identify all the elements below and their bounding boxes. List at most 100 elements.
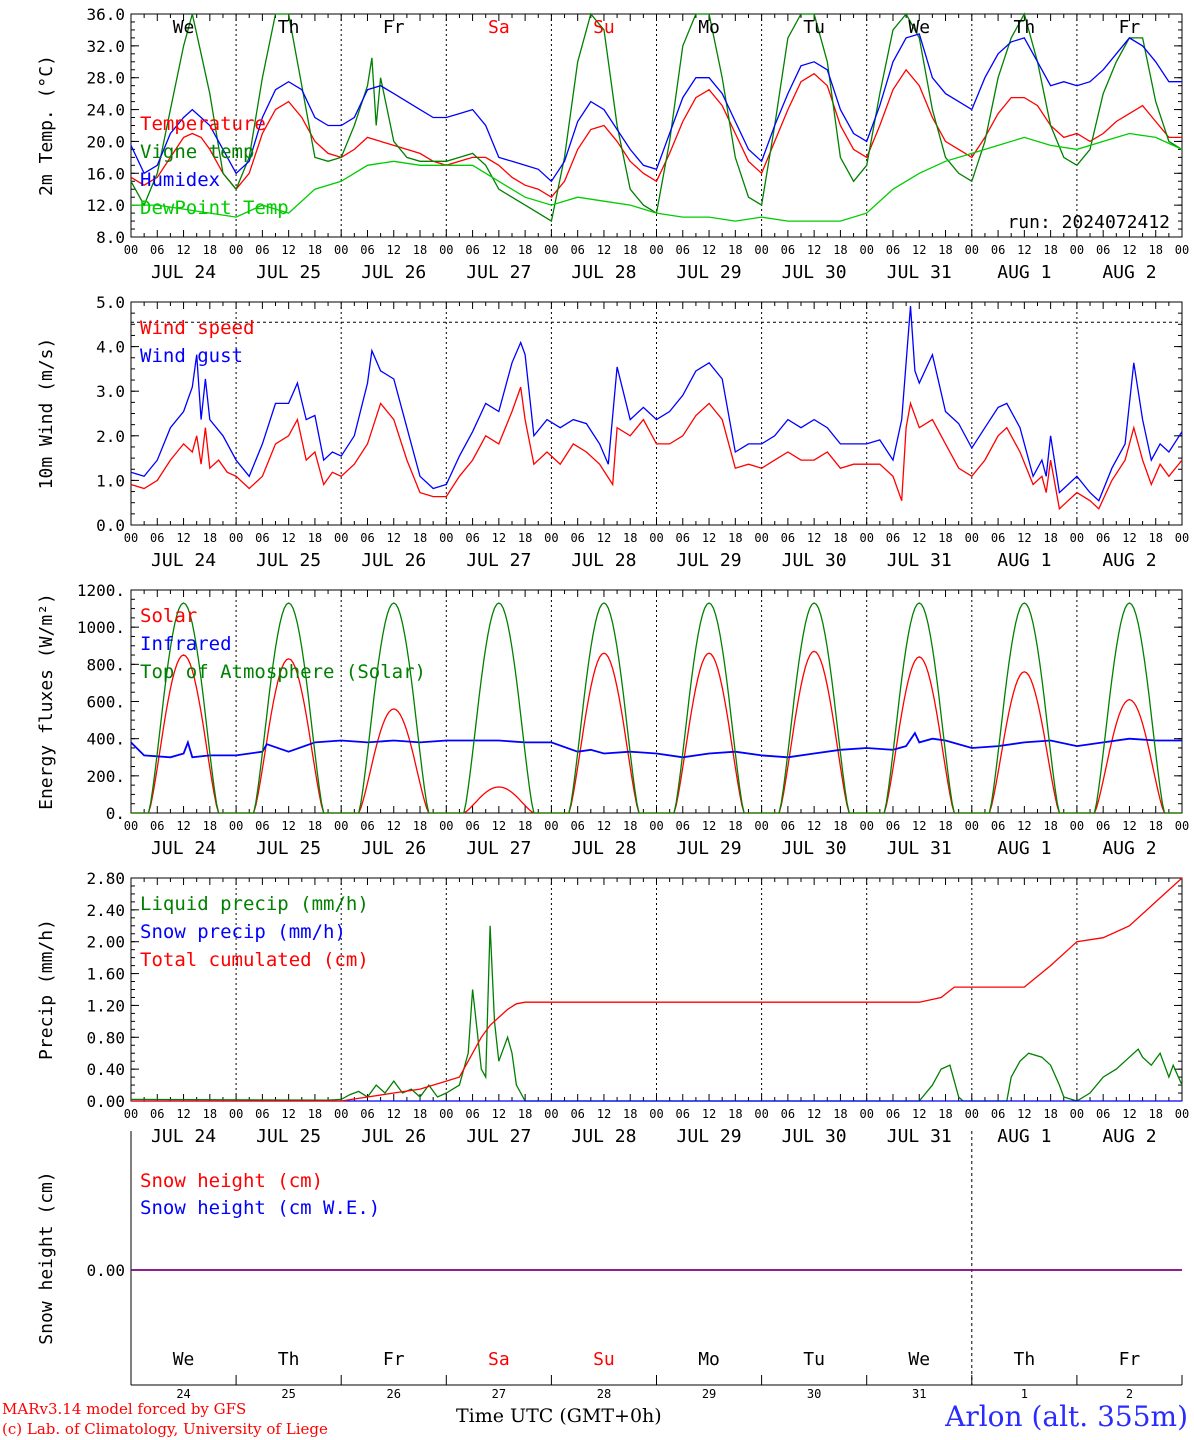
x-tick-label: 06 <box>886 1107 900 1121</box>
date-label: JUL 28 <box>571 550 636 571</box>
panel-4: 0.00 0.40 0.80 1.20 1.60 2.00 2.40 2.80 Precip (… <box>36 869 1189 1147</box>
y-tick-label: 1200. <box>77 581 125 600</box>
date-label: JUL 28 <box>571 262 636 283</box>
x-tick-label: 00 <box>649 1107 663 1121</box>
x-tick-label: 00 <box>965 1107 979 1121</box>
x-tick-label: 18 <box>308 531 322 545</box>
date-label: JUL 25 <box>256 262 321 283</box>
y-axis-label: Energy fluxes (W/m²) <box>36 593 57 810</box>
date-label: JUL 26 <box>361 838 426 859</box>
x-tick-label: 06 <box>991 531 1005 545</box>
x-tick-label: 00 <box>544 531 558 545</box>
x-tick-label: 18 <box>203 819 217 833</box>
day-number-label: 29 <box>702 1387 716 1401</box>
x-tick-label: 00 <box>439 819 453 833</box>
x-tick-label: 12 <box>281 1107 295 1121</box>
weekday-label: Th <box>1014 1349 1036 1370</box>
x-tick-label: 18 <box>413 1107 427 1121</box>
date-label: AUG 1 <box>997 838 1051 859</box>
x-tick-label: 18 <box>938 531 952 545</box>
x-tick-label: 18 <box>413 243 427 257</box>
date-label: AUG 2 <box>1102 550 1156 571</box>
x-tick-label: 12 <box>1122 1107 1136 1121</box>
x-tick-label: 06 <box>150 1107 164 1121</box>
x-tick-label: 06 <box>676 1107 690 1121</box>
x-tick-label: 18 <box>938 243 952 257</box>
x-tick-label: 12 <box>597 1107 611 1121</box>
humidex-line <box>130 33 1182 183</box>
day-number-label: 2 <box>1126 1387 1133 1401</box>
x-tick-label: 06 <box>676 243 690 257</box>
y-tick-label: 400. <box>86 730 125 749</box>
x-tick-label: 00 <box>859 243 873 257</box>
legend-entry: Top of Atmosphere (Solar) <box>140 661 426 683</box>
x-tick-label: 00 <box>754 531 768 545</box>
y-tick-label: 0.00 <box>86 1092 125 1111</box>
x-tick-label: 06 <box>781 819 795 833</box>
x-tick-label: 00 <box>334 819 348 833</box>
weekday-label: Sa <box>488 17 510 38</box>
legend-entry: Total cumulated (cm) <box>140 949 369 971</box>
date-label: JUL 27 <box>466 550 531 571</box>
x-tick-label: 12 <box>1122 243 1136 257</box>
panel-2: 0.0 1.0 2.0 3.0 4.0 5.0 10m Wind (m/s) 00 06 12 18… <box>36 293 1189 571</box>
x-axis-title: Time UTC (GMT+0h) <box>456 1405 662 1427</box>
x-tick-label: 00 <box>124 819 138 833</box>
date-label: JUL 31 <box>887 262 952 283</box>
x-tick-label: 12 <box>807 819 821 833</box>
y-tick-label: 12.0 <box>86 196 125 215</box>
date-label: JUL 25 <box>256 550 321 571</box>
x-tick-label: 12 <box>387 531 401 545</box>
weekday-label: Th <box>278 1349 300 1370</box>
y-tick-label: 0.00 <box>86 1261 125 1280</box>
date-label: JUL 28 <box>571 838 636 859</box>
date-label: JUL 24 <box>151 262 216 283</box>
x-tick-label: 12 <box>176 819 190 833</box>
x-tick-label: 06 <box>1096 819 1110 833</box>
y-tick-label: 0.0 <box>96 516 125 535</box>
x-tick-label: 00 <box>859 531 873 545</box>
x-tick-label: 18 <box>203 243 217 257</box>
panel-3: 0. 200. 400. 600. 800. 1000. 1200. Energy fluxe… <box>36 581 1189 859</box>
y-tick-label: 5.0 <box>96 293 125 312</box>
x-tick-label: 00 <box>649 243 663 257</box>
x-tick-label: 18 <box>938 819 952 833</box>
y-tick-label: 1000. <box>77 618 125 637</box>
x-tick-label: 18 <box>518 531 532 545</box>
y-tick-label: 0.80 <box>86 1028 125 1047</box>
x-tick-label: 00 <box>334 243 348 257</box>
x-tick-label: 12 <box>1017 531 1031 545</box>
x-tick-label: 18 <box>308 243 322 257</box>
x-tick-label: 06 <box>570 243 584 257</box>
x-tick-label: 12 <box>1122 819 1136 833</box>
date-label: JUL 28 <box>571 1126 636 1147</box>
x-tick-label: 00 <box>649 531 663 545</box>
x-tick-label: 00 <box>544 819 558 833</box>
x-tick-label: 18 <box>623 1107 637 1121</box>
weekday-label: We <box>173 17 195 38</box>
date-label: JUL 26 <box>361 1126 426 1147</box>
x-tick-label: 12 <box>387 243 401 257</box>
y-axis-label: Precip (mm/h) <box>36 919 57 1060</box>
y-tick-label: 28.0 <box>86 69 125 88</box>
x-tick-label: 18 <box>833 1107 847 1121</box>
weekday-label: Fr <box>1119 17 1141 38</box>
legend-entry: Wind gust <box>140 345 243 367</box>
x-tick-label: 06 <box>1096 243 1110 257</box>
x-tick-label: 18 <box>1148 1107 1162 1121</box>
date-label: AUG 1 <box>997 262 1051 283</box>
x-tick-label: 18 <box>518 1107 532 1121</box>
temperature-line <box>130 68 1182 199</box>
x-tick-label: 00 <box>544 1107 558 1121</box>
y-tick-label: 200. <box>86 767 125 786</box>
y-tick-label: 2.80 <box>86 869 125 888</box>
day-number-label: 27 <box>492 1387 506 1401</box>
x-tick-label: 06 <box>255 531 269 545</box>
y-tick-label: 4.0 <box>96 338 125 357</box>
x-tick-label: 12 <box>1122 531 1136 545</box>
x-tick-label: 18 <box>203 531 217 545</box>
x-tick-label: 00 <box>334 531 348 545</box>
x-tick-label: 06 <box>676 531 690 545</box>
x-tick-label: 06 <box>676 819 690 833</box>
legend-entry: DewPoint Temp <box>140 197 289 219</box>
